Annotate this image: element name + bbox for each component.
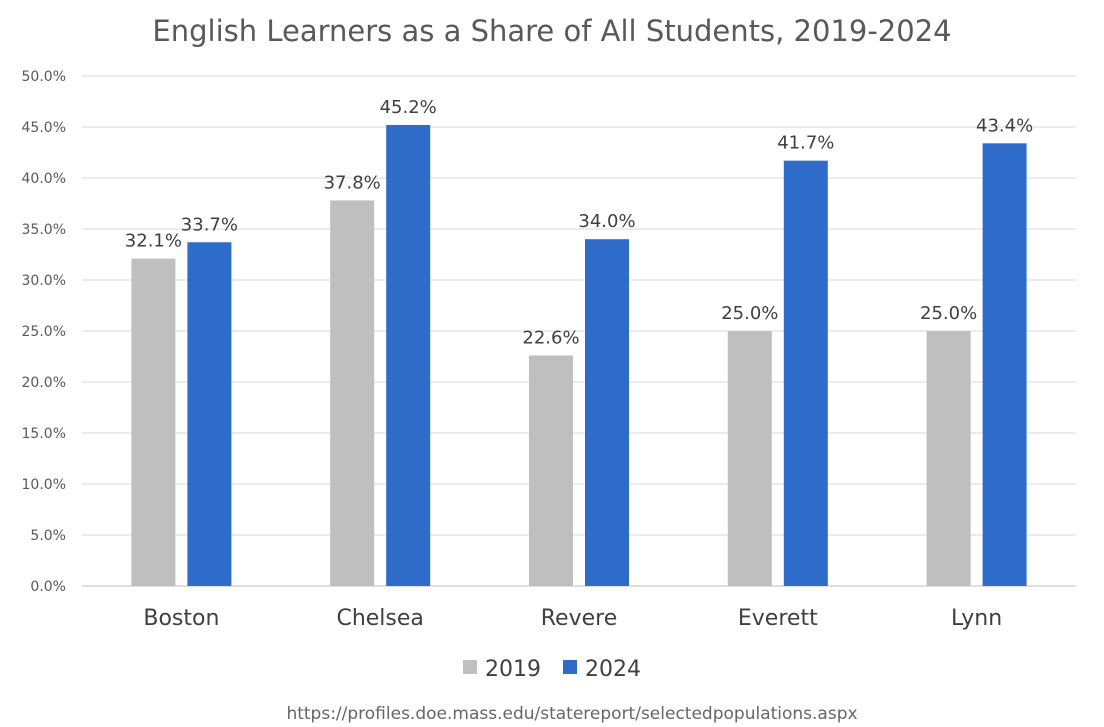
bar-2024-everett[interactable] xyxy=(783,160,828,586)
bar-2024-boston[interactable] xyxy=(187,242,232,586)
legend-swatch-2024 xyxy=(563,660,577,674)
legend-label: 2019 xyxy=(485,657,541,682)
y-tick-label: 25.0% xyxy=(22,324,66,340)
legend-label: 2024 xyxy=(585,657,641,682)
y-tick-label: 50.0% xyxy=(22,69,66,85)
data-label: 25.0% xyxy=(920,303,977,324)
data-label: 34.0% xyxy=(578,211,635,232)
bar-2024-revere[interactable] xyxy=(585,239,629,586)
y-tick-label: 35.0% xyxy=(22,222,66,238)
x-axis-ticks: Boston Chelsea Revere Everett Lynn xyxy=(143,606,1002,631)
y-tick-label: 20.0% xyxy=(22,375,66,391)
data-label: 41.7% xyxy=(777,133,834,154)
bar-2019-revere[interactable] xyxy=(529,355,573,586)
x-tick-label: Chelsea xyxy=(336,606,423,631)
x-tick-label: Boston xyxy=(143,606,219,631)
y-tick-label: 30.0% xyxy=(22,273,66,289)
y-tick-label: 40.0% xyxy=(22,171,66,187)
chart-title: English Learners as a Share of All Stude… xyxy=(152,14,951,48)
y-tick-label: 10.0% xyxy=(22,477,66,493)
data-label: 32.1% xyxy=(125,231,182,252)
bar-2019-everett[interactable] xyxy=(727,331,772,586)
x-tick-label: Everett xyxy=(738,606,818,631)
bars xyxy=(131,124,1027,587)
bar-2019-boston[interactable] xyxy=(131,258,176,586)
data-label: 43.4% xyxy=(976,115,1033,136)
x-tick-label: Lynn xyxy=(951,606,1002,631)
data-label: 37.8% xyxy=(324,172,381,193)
bar-2024-chelsea[interactable] xyxy=(386,124,431,587)
y-tick-label: 45.0% xyxy=(22,120,66,136)
bar-2024-lynn[interactable] xyxy=(982,143,1027,586)
data-label: 22.6% xyxy=(522,327,579,348)
y-tick-label: 5.0% xyxy=(30,528,66,544)
bar-2019-lynn[interactable] xyxy=(926,331,971,586)
data-label: 25.0% xyxy=(721,303,778,324)
data-label: 45.2% xyxy=(380,97,437,118)
x-tick-label: Revere xyxy=(541,606,617,631)
y-axis-ticks: 0.0% 5.0% 10.0% 15.0% 20.0% 25.0% 30.0% 35.0% 40… xyxy=(22,69,66,595)
data-label: 33.7% xyxy=(181,214,238,235)
legend: 2019 2024 xyxy=(463,657,641,682)
data-labels: 32.1%33.7% 37.8% 45.2% 22.6% 34.0% 25.0% 41.7%… xyxy=(125,97,1033,349)
y-tick-label: 15.0% xyxy=(22,426,66,442)
gridlines xyxy=(82,75,1076,587)
y-tick-label: 0.0% xyxy=(30,579,66,595)
bar-2019-chelsea[interactable] xyxy=(330,200,375,586)
source-note[interactable]: https://profiles.doe.mass.edu/staterepor… xyxy=(286,704,857,724)
legend-swatch-2019 xyxy=(463,660,477,674)
